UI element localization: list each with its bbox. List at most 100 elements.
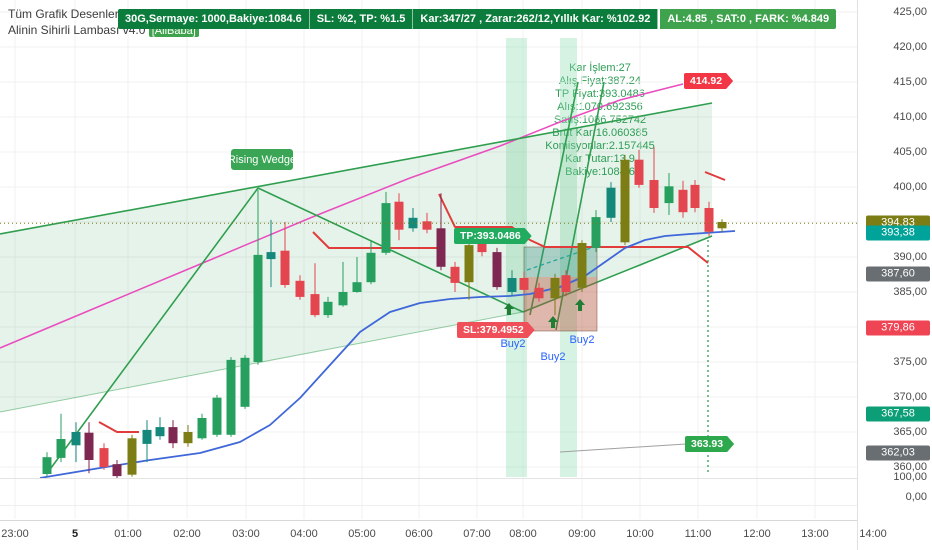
candle — [690, 180, 700, 213]
price-badge: 387,60 — [866, 266, 930, 282]
candle — [394, 193, 404, 241]
status-badge-3: AL:4.85 , SAT:0 , FARK: %4.849 — [660, 9, 837, 29]
candle — [606, 182, 616, 222]
candle — [649, 147, 659, 213]
candle — [240, 355, 250, 409]
buy-signal-label: Buy2 — [569, 334, 595, 346]
candle — [212, 394, 222, 437]
price-tick: 370,00 — [893, 391, 927, 403]
candle — [422, 212, 432, 234]
time-tick: 07:00 — [463, 528, 491, 540]
price-tick: 390,00 — [893, 251, 927, 263]
candle — [280, 222, 290, 288]
price-tick: 410,00 — [893, 111, 927, 123]
status-badge-1: SL: %2, TP: %1.5 — [309, 9, 414, 29]
time-tick: 06:00 — [405, 528, 433, 540]
indicator-title: Tüm Grafik Desenleri — [8, 7, 122, 21]
price-tick: 400,00 — [893, 181, 927, 193]
status-badge-0: 30G,Sermaye: 1000,Bakiye:1084.6 — [118, 9, 310, 29]
candle — [620, 154, 630, 246]
trade-summary-line: Brüt Kar:16.060385 — [545, 127, 654, 140]
price-tick: 360,00 — [893, 461, 927, 473]
candle — [492, 247, 502, 290]
candle — [450, 261, 460, 292]
candle — [704, 201, 714, 236]
candle — [550, 273, 560, 316]
candle — [155, 417, 165, 440]
candle — [295, 275, 305, 300]
trade-summary-line: Kar İşlem:27 — [569, 62, 631, 74]
target-low-label: 363.93 — [685, 436, 734, 452]
candle — [577, 240, 587, 292]
candle — [634, 149, 644, 188]
indicator-legend: Tüm Grafik Desenleri Alinin Sihirli Lamb… — [8, 6, 199, 39]
target-high-label: 414.92 — [684, 73, 733, 89]
candle — [436, 193, 446, 271]
candle — [71, 422, 81, 463]
trade-summary-line: Alış Fiyat:387.24 — [559, 75, 641, 87]
time-tick: 13:00 — [801, 528, 829, 540]
candle — [42, 452, 52, 477]
time-tick: 12:00 — [743, 528, 771, 540]
candle — [366, 240, 376, 285]
trade-summary-line: Kar Tutar:13.9 — [545, 153, 654, 166]
time-axis[interactable]: 23:00 5 01:00 02:00 03:00 04:00 05:00 06:00 07:0… — [0, 520, 887, 550]
candle — [338, 261, 348, 307]
price-badge: 379,86 — [866, 320, 930, 336]
time-tick: 03:00 — [232, 528, 260, 540]
time-tick: 10:00 — [626, 528, 654, 540]
price-tick: 100,00 — [893, 471, 927, 483]
candle — [310, 263, 320, 318]
candle — [664, 173, 674, 215]
candle — [142, 420, 152, 463]
candle — [127, 434, 137, 477]
candle — [519, 271, 529, 295]
price-badge: 367,58 — [866, 406, 930, 422]
buy-arrow-icon — [575, 299, 585, 311]
candle — [266, 219, 276, 288]
price-tick: 415,00 — [893, 76, 927, 88]
lines-layer — [39, 171, 736, 479]
stop-loss-label: SL:379.4952 — [457, 322, 535, 338]
candles-layer — [42, 147, 727, 479]
time-tick: 23:00 — [1, 528, 29, 540]
candle — [168, 420, 178, 449]
time-tick: 04:00 — [290, 528, 318, 540]
time-tick: 02:00 — [173, 528, 201, 540]
take-profit-label: TP:393.0486 — [454, 228, 532, 244]
signal-bands-layer — [506, 38, 577, 477]
price-tick: 420,00 — [893, 41, 927, 53]
buy-arrow-icon — [548, 316, 558, 328]
price-tick: 425,00 — [893, 6, 927, 18]
candle — [226, 357, 236, 437]
price-tick: 375,00 — [893, 356, 927, 368]
pattern-label: Rising Wedge — [228, 149, 296, 170]
strategy-status-bar: 30G,Sermaye: 1000,Bakiye:1084.6 SL: %2, T… — [118, 9, 837, 29]
time-tick: 11:00 — [684, 528, 712, 540]
time-tick: 01:00 — [114, 528, 142, 540]
candle — [561, 270, 571, 297]
candle — [678, 180, 688, 218]
candle — [352, 257, 362, 293]
price-tick: 385,00 — [893, 286, 927, 298]
trade-summary-line: Komisyonlar:2.157445 — [545, 140, 654, 153]
candle — [507, 270, 517, 297]
price-tick: 405,00 — [893, 146, 927, 158]
price-badge: 362,03 — [866, 445, 930, 461]
price-tick: 0,00 — [905, 491, 927, 503]
time-tick: 05:00 — [348, 528, 376, 540]
candle — [464, 242, 474, 300]
candle — [112, 460, 122, 479]
candle — [197, 413, 207, 440]
candle — [534, 282, 544, 302]
pane-separator — [0, 478, 857, 479]
candle — [381, 191, 391, 255]
price-tick: 365,00 — [893, 426, 927, 438]
candle — [717, 219, 727, 232]
signals-layer — [0, 222, 857, 473]
price-axis[interactable]: 425,00 420,00 415,00 410,00 405,00 400,00 390,… — [857, 0, 932, 550]
time-tick: 09:00 — [568, 528, 596, 540]
candle — [591, 210, 601, 253]
status-badge-2: Kar:347/27 , Zarar:262/12,Yıllık Kar: %1… — [413, 9, 659, 29]
